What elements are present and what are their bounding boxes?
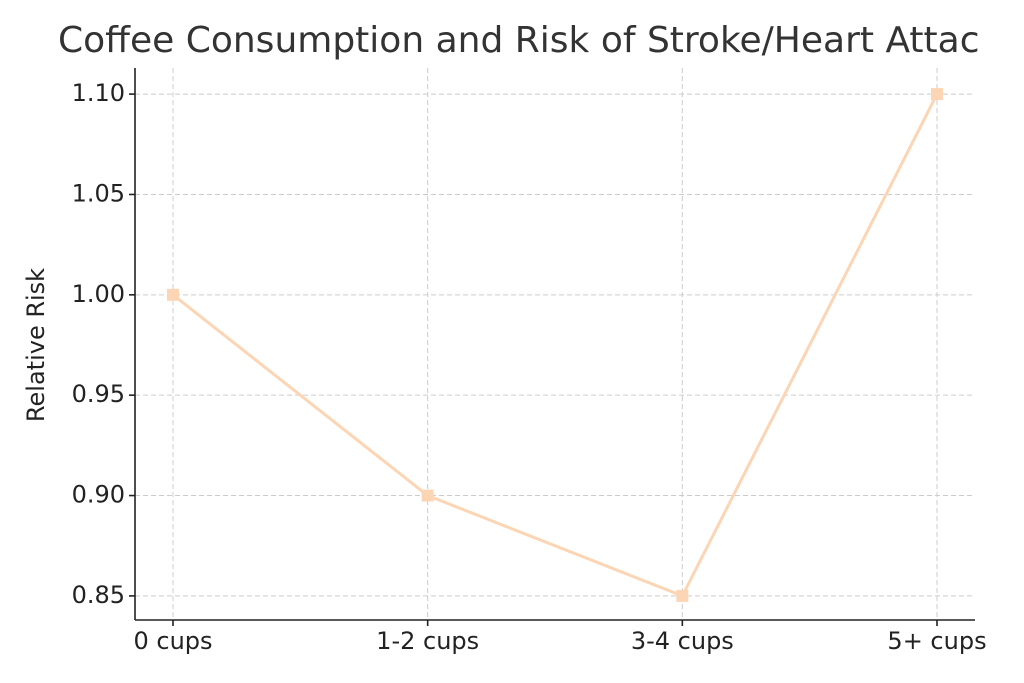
y-tick-label: 1.00	[72, 280, 125, 308]
marker	[167, 288, 179, 301]
y-tick-label: 1.05	[72, 179, 125, 207]
y-tick-label: 0.85	[72, 581, 125, 609]
marker	[676, 589, 689, 602]
line	[172, 93, 939, 598]
x-tick-label: 3-4 cups	[631, 627, 734, 655]
marker	[931, 88, 943, 101]
chart-title: Coffee Consumption and Risk of Stroke/He…	[58, 20, 980, 61]
y-tick-label: 1.10	[72, 79, 125, 107]
y-tick-label: 0.95	[72, 380, 125, 408]
y-axis-label: Relative Risk	[22, 268, 50, 422]
marker	[421, 489, 434, 502]
x-tick-label: 0 cups	[133, 627, 212, 655]
y-tick-label: 0.90	[72, 481, 125, 509]
x-tick-label: 1-2 cups	[376, 627, 479, 655]
x-tick-label: 5+ cups	[887, 627, 986, 655]
